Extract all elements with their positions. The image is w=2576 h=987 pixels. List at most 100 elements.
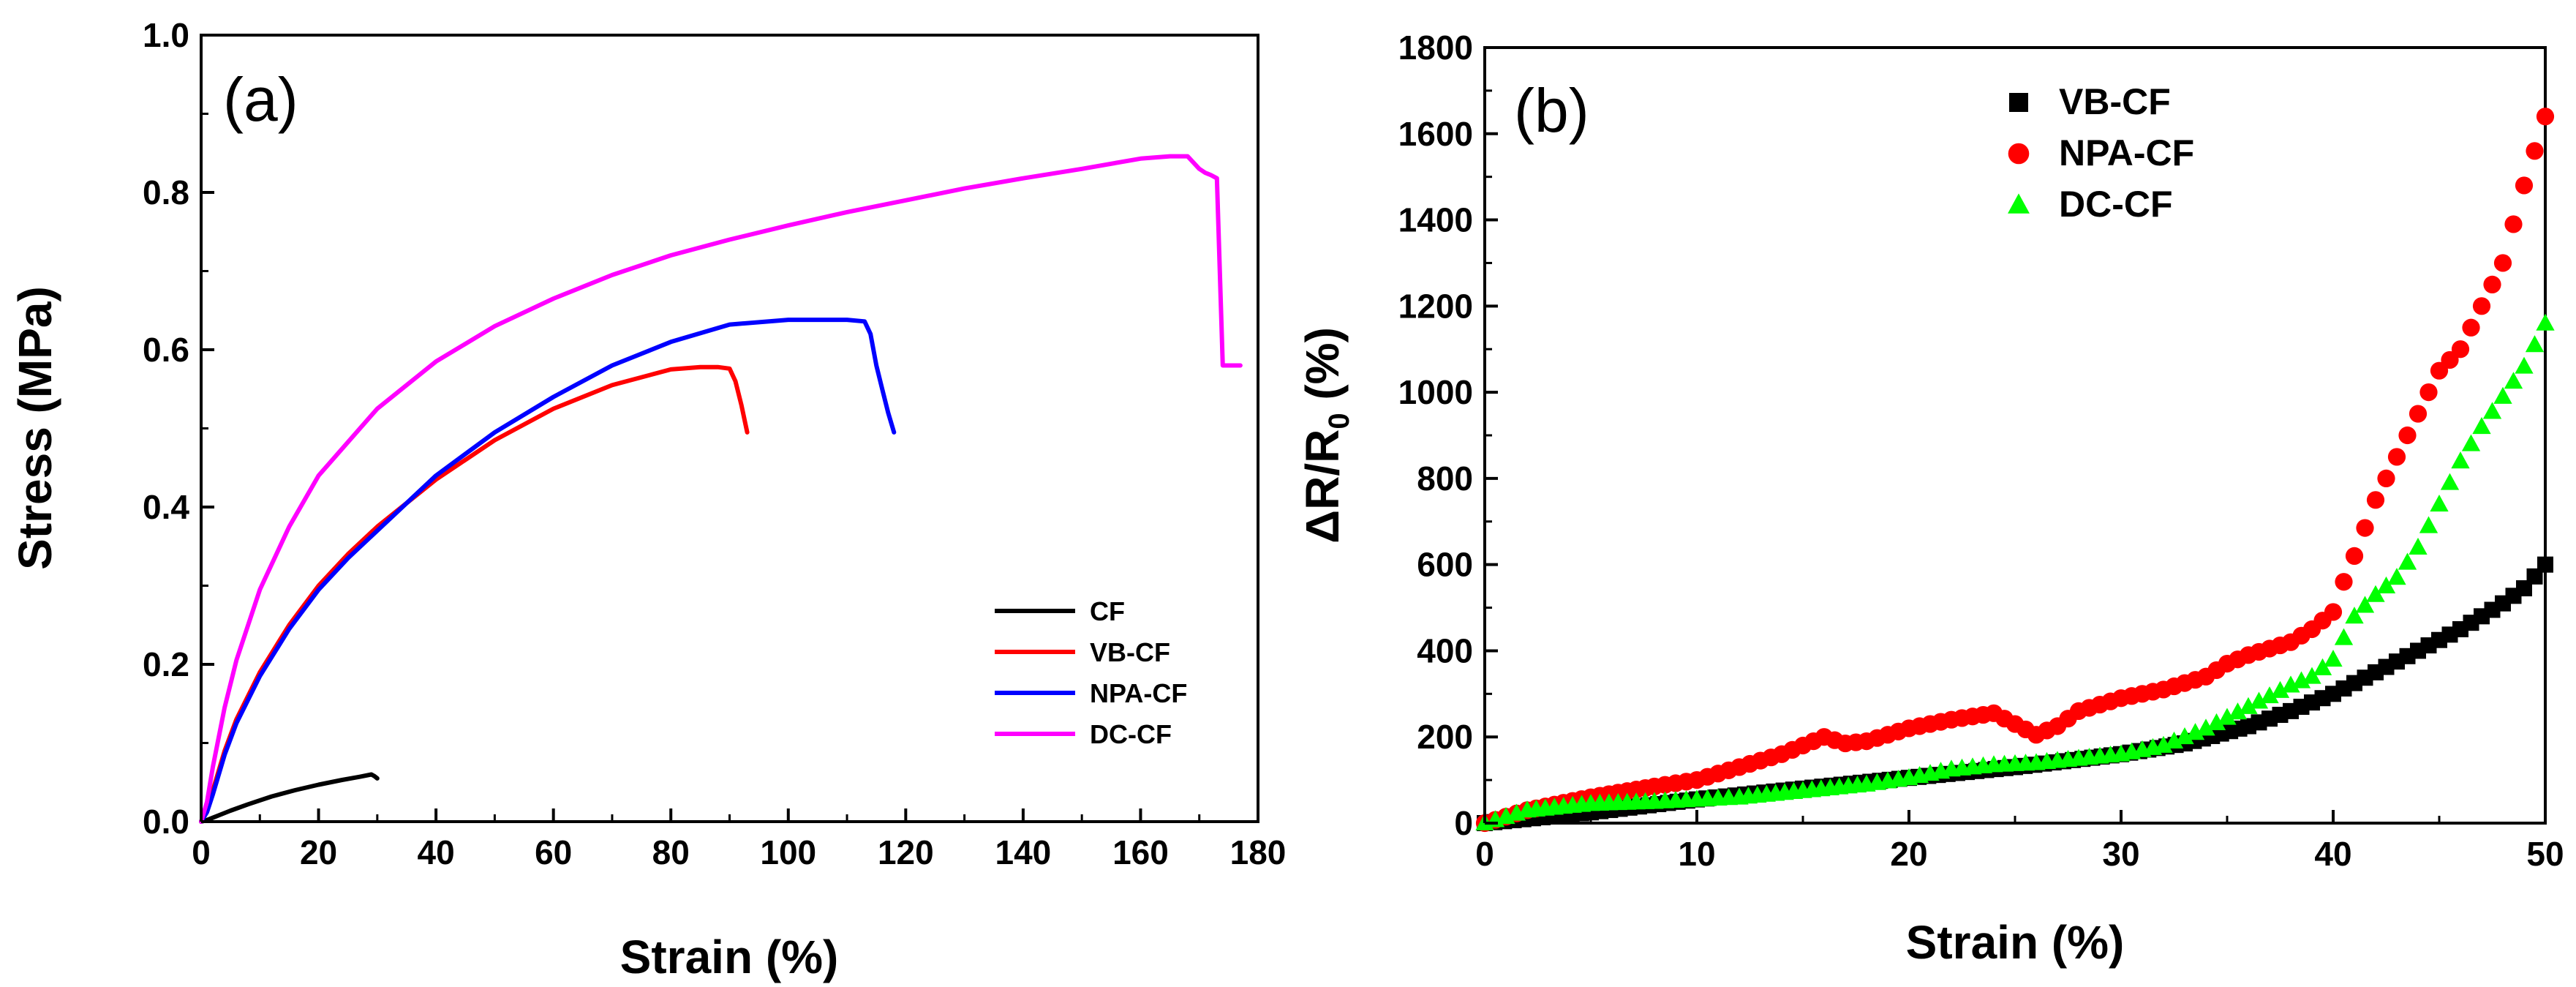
x-tick-label: 10 bbox=[1678, 835, 1715, 873]
x-tick-label: 20 bbox=[1890, 835, 1927, 873]
data-point-npa-cf bbox=[2409, 405, 2428, 423]
series-dc-cf bbox=[1475, 313, 2555, 830]
panel-b-legend: VB-CF NPA-CF DC-CF bbox=[2008, 81, 2194, 225]
y-tick-label: 1200 bbox=[1398, 287, 1473, 325]
y-tick-label: 0 bbox=[1454, 804, 1473, 842]
data-point-npa-cf bbox=[2366, 491, 2385, 509]
panel-b-plot-frame bbox=[1483, 46, 2547, 825]
series-npa-cf bbox=[1475, 108, 2555, 833]
series-line-npa-cf bbox=[199, 318, 897, 824]
y-tick-label: 0.2 bbox=[143, 645, 189, 683]
y-tick-label: 1400 bbox=[1398, 201, 1473, 239]
data-point-dc-cf bbox=[2525, 335, 2545, 353]
y-tick-label: 0.0 bbox=[143, 803, 189, 841]
data-point-npa-cf bbox=[2345, 547, 2364, 565]
x-tick-label: 100 bbox=[760, 833, 816, 871]
panel-a-legend: CF VB-CF NPA-CF DC-CF bbox=[995, 596, 1187, 749]
y-tick-label: 0.6 bbox=[143, 331, 189, 369]
data-point-npa-cf bbox=[2387, 448, 2406, 466]
data-point-vb-cf bbox=[2537, 556, 2553, 573]
data-point-dc-cf bbox=[2196, 718, 2215, 736]
x-tick-label: 0 bbox=[1475, 835, 1494, 873]
data-point-dc-cf bbox=[2185, 723, 2205, 740]
x-tick-label: 120 bbox=[878, 833, 934, 871]
panel-b-y-ticks: 0 200 400 600 800 1000 1200 1400 1600 1800 bbox=[1398, 29, 1498, 842]
data-point-npa-cf bbox=[2398, 426, 2417, 445]
data-point-dc-cf bbox=[2472, 417, 2491, 435]
data-point-dc-cf bbox=[2345, 607, 2364, 624]
panel-a-y-axis-label: Stress (MPa) bbox=[9, 286, 61, 570]
data-point-dc-cf bbox=[2154, 735, 2173, 753]
y-tick-label: 200 bbox=[1417, 718, 1473, 756]
data-point-npa-cf bbox=[2356, 519, 2374, 537]
data-point-npa-cf bbox=[2377, 469, 2395, 487]
x-tick-label: 180 bbox=[1230, 833, 1287, 871]
x-tick-label: 40 bbox=[2314, 835, 2351, 873]
panel-a-stress-strain-chart: 0 20 40 60 80 100 120 140 160 180 0.0 0.2 0.4 0.6 0.8… bbox=[9, 16, 1286, 983]
x-tick-label: 80 bbox=[652, 833, 690, 871]
data-point-dc-cf bbox=[2249, 691, 2269, 709]
y-tick-label: 0.8 bbox=[143, 173, 189, 211]
panel-a-x-ticks: 0 20 40 60 80 100 120 140 160 180 bbox=[192, 808, 1286, 871]
data-point-dc-cf bbox=[2451, 451, 2470, 469]
data-point-npa-cf bbox=[2504, 215, 2523, 233]
data-point-dc-cf bbox=[2270, 680, 2290, 698]
data-point-dc-cf bbox=[2419, 516, 2438, 533]
panel-b-y-axis-label: ΔR/R0 (%) bbox=[1296, 327, 1355, 544]
y-tick-label: 800 bbox=[1417, 459, 1473, 498]
data-point-dc-cf bbox=[2218, 708, 2237, 725]
panel-b-x-axis-label: Strain (%) bbox=[1906, 916, 2125, 969]
x-tick-label: 30 bbox=[2102, 835, 2139, 873]
data-point-dc-cf bbox=[2228, 702, 2248, 720]
x-tick-label: 140 bbox=[995, 833, 1052, 871]
data-point-dc-cf bbox=[2239, 697, 2258, 714]
legend-label-vb-cf: VB-CF bbox=[2059, 81, 2171, 122]
panel-b-y-axis-label-sub: 0 bbox=[1323, 413, 1355, 429]
panel-b-resistance-strain-chart: 0 10 20 30 40 50 0 200 400 600 800 1000 1200 1400 160… bbox=[1296, 29, 2564, 969]
y-tick-label: 1800 bbox=[1398, 29, 1473, 67]
data-point-dc-cf bbox=[2461, 434, 2481, 451]
y-tick-label: 1600 bbox=[1398, 115, 1473, 153]
x-tick-label: 40 bbox=[418, 833, 455, 871]
data-point-dc-cf bbox=[2398, 552, 2417, 570]
legend-label-dc-cf: DC-CF bbox=[2059, 184, 2173, 225]
legend-marker-npa-cf bbox=[2008, 143, 2030, 165]
data-point-dc-cf bbox=[2355, 596, 2375, 613]
panel-a-y-ticks: 0.0 0.2 0.4 0.6 0.8 1.0 bbox=[143, 16, 214, 841]
data-point-dc-cf bbox=[2482, 402, 2502, 419]
data-point-npa-cf bbox=[2462, 318, 2480, 337]
data-point-dc-cf bbox=[2324, 650, 2343, 667]
data-point-dc-cf bbox=[2281, 675, 2300, 693]
data-point-dc-cf bbox=[2440, 473, 2460, 490]
data-point-npa-cf bbox=[2441, 350, 2459, 369]
series-line-cf bbox=[199, 772, 380, 824]
legend-label-dc-cf: DC-CF bbox=[1090, 719, 1172, 749]
x-tick-label: 20 bbox=[300, 833, 337, 871]
legend-label-npa-cf: NPA-CF bbox=[2059, 132, 2194, 173]
legend-label-cf: CF bbox=[1090, 596, 1125, 626]
panel-a-label: (a) bbox=[223, 65, 298, 134]
data-point-npa-cf bbox=[2526, 142, 2544, 160]
data-point-dc-cf bbox=[2207, 713, 2226, 730]
data-point-dc-cf bbox=[2493, 386, 2512, 404]
y-tick-label: 400 bbox=[1417, 631, 1473, 669]
data-point-npa-cf bbox=[2335, 573, 2353, 591]
x-tick-label: 0 bbox=[192, 833, 211, 871]
data-point-npa-cf bbox=[2536, 108, 2555, 126]
data-point-npa-cf bbox=[2430, 361, 2449, 380]
data-point-dc-cf bbox=[2291, 671, 2311, 688]
panel-a-x-axis-label: Strain (%) bbox=[620, 931, 839, 983]
x-tick-label: 50 bbox=[2526, 835, 2564, 873]
data-point-npa-cf bbox=[2493, 254, 2512, 272]
series-line-vb-cf bbox=[199, 364, 750, 824]
panel-b-y-axis-label-tail: (%) bbox=[1296, 327, 1349, 413]
data-point-dc-cf bbox=[2536, 313, 2555, 331]
data-point-dc-cf bbox=[2366, 585, 2385, 602]
panel-b-y-axis-label-main: ΔR/R bbox=[1296, 429, 1349, 544]
data-point-dc-cf bbox=[2376, 576, 2396, 594]
legend-label-npa-cf: NPA-CF bbox=[1090, 678, 1187, 708]
data-point-dc-cf bbox=[2430, 495, 2449, 512]
data-point-dc-cf bbox=[2504, 372, 2523, 389]
data-point-npa-cf bbox=[2324, 603, 2343, 621]
